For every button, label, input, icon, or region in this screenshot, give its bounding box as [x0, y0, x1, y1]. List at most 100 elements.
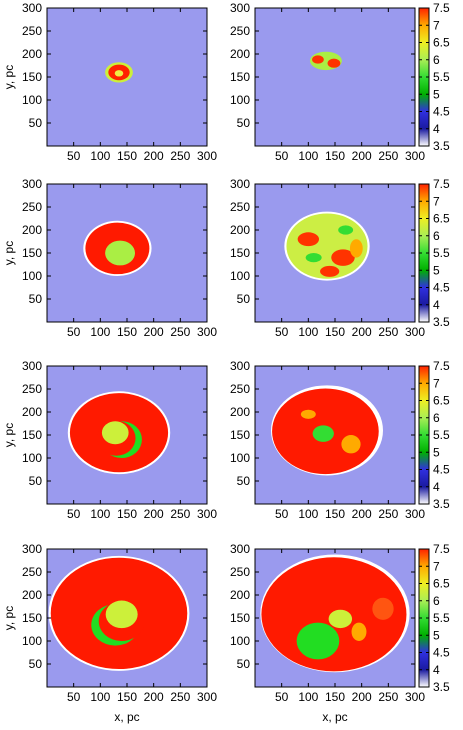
x-tick-label: 300 — [405, 325, 425, 339]
x-tick-label: 150 — [117, 325, 137, 339]
x-tick-label: 150 — [117, 690, 137, 704]
x-tick-label: 100 — [90, 507, 110, 521]
colorbar-tick-label: 4 — [433, 122, 440, 136]
y-tick-label: 250 — [22, 200, 42, 214]
y-tick-label: 300 — [230, 542, 250, 556]
y-axis-label: y, pc — [2, 423, 16, 447]
panel-2-0: 50 100 150 200 250 300 50 100 150 200 250 300 — [22, 359, 217, 521]
density-blob — [312, 55, 324, 64]
x-tick-label: 300 — [405, 507, 425, 521]
y-tick-label: 300 — [230, 1, 250, 15]
x-tick-label: 200 — [352, 325, 372, 339]
y-tick-label: 100 — [230, 451, 250, 465]
x-tick-label: 200 — [144, 507, 164, 521]
y-tick-label: 200 — [230, 405, 250, 419]
x-tick-label: 150 — [325, 149, 345, 163]
x-tick-label: 150 — [325, 690, 345, 704]
density-blob — [320, 265, 340, 277]
y-tick-label: 300 — [22, 359, 42, 373]
colorbar-tick-label: 6 — [433, 53, 440, 67]
y-tick-label: 300 — [230, 177, 250, 191]
colorbar-tick-label: 5 — [433, 628, 440, 642]
y-tick-label: 50 — [29, 657, 43, 671]
y-tick-label: 50 — [29, 292, 43, 306]
y-tick-label: 300 — [230, 359, 250, 373]
colorbar-tick-label: 6 — [433, 229, 440, 243]
colorbar-tick-label: 5 — [433, 87, 440, 101]
density-blob — [328, 609, 353, 629]
panel-1-1: 50 100 150 200 250 300 50 100 150 200 250 300 7.5 7 6.… — [230, 177, 450, 339]
y-tick-label: 200 — [22, 588, 42, 602]
x-tick-label: 250 — [378, 325, 398, 339]
y-axis-label: y, pc — [2, 65, 16, 89]
y-tick-label: 200 — [230, 47, 250, 61]
y-tick-label: 200 — [22, 223, 42, 237]
colorbar-tick-label: 4.5 — [433, 646, 450, 660]
y-tick-label: 200 — [230, 588, 250, 602]
x-tick-label: 50 — [275, 325, 289, 339]
density-blob — [300, 409, 316, 419]
colorbar-tick-label: 3.5 — [433, 497, 450, 511]
panel-3-1: 50 100 150 200 250 300 50 100 150 200 250 300 7.5 7 6.… — [230, 542, 450, 704]
y-tick-label: 150 — [22, 611, 42, 625]
colorbar-tick-label: 7.5 — [433, 542, 450, 556]
y-tick-label: 250 — [230, 24, 250, 38]
density-blob — [372, 597, 394, 620]
x-tick-label: 200 — [352, 507, 372, 521]
colorbar-tick-label: 4.5 — [433, 281, 450, 295]
colorbar-tick-label: 5 — [433, 263, 440, 277]
x-tick-label: 100 — [298, 149, 318, 163]
x-tick-label: 50 — [275, 507, 289, 521]
colorbar-tick-label: 4.5 — [433, 105, 450, 119]
y-tick-label: 150 — [22, 428, 42, 442]
y-tick-label: 100 — [230, 634, 250, 648]
x-tick-label: 100 — [298, 325, 318, 339]
colorbar-tick-label: 7 — [433, 559, 440, 573]
colorbar: 7.5 7 6.5 6 5.5 5 4.5 4 3.5 — [418, 1, 450, 153]
y-tick-label: 100 — [22, 269, 42, 283]
colorbar-tick-label: 3.5 — [433, 680, 450, 694]
colorbar: 7.5 7 6.5 6 5.5 5 4.5 4 3.5 — [418, 542, 450, 694]
y-axis-label: y, pc — [2, 606, 16, 630]
colorbar-tick-label: 7 — [433, 194, 440, 208]
colorbar-tick-label: 5.5 — [433, 611, 450, 625]
y-tick-label: 200 — [22, 47, 42, 61]
y-tick-label: 50 — [29, 474, 43, 488]
x-tick-label: 100 — [90, 149, 110, 163]
y-tick-label: 50 — [237, 116, 251, 130]
density-blob — [296, 622, 340, 660]
x-tick-label: 150 — [117, 507, 137, 521]
colorbar-tick-label: 5.5 — [433, 246, 450, 260]
y-tick-label: 300 — [22, 1, 42, 15]
x-tick-label: 50 — [275, 690, 289, 704]
colorbar: 7.5 7 6.5 6 5.5 5 4.5 4 3.5 — [418, 177, 450, 329]
x-tick-label: 50 — [67, 507, 81, 521]
y-tick-label: 150 — [230, 70, 250, 84]
colorbar-tick-label: 7.5 — [433, 1, 450, 15]
x-tick-label: 100 — [90, 690, 110, 704]
x-axis-label: x, pc — [114, 710, 139, 724]
colorbar-tick-label: 6.5 — [433, 212, 450, 226]
density-blob — [351, 622, 367, 641]
colorbar-tick-label: 7 — [433, 18, 440, 32]
y-tick-label: 150 — [230, 246, 250, 260]
density-blob — [105, 240, 135, 266]
y-tick-label: 100 — [230, 269, 250, 283]
y-tick-label: 200 — [22, 405, 42, 419]
x-tick-label: 300 — [197, 149, 217, 163]
panel-3-0: 50 100 150 200 250 300 50 100 150 200 250 300 — [22, 542, 217, 704]
x-tick-label: 50 — [67, 690, 81, 704]
y-tick-label: 100 — [22, 451, 42, 465]
y-tick-label: 250 — [22, 382, 42, 396]
x-tick-label: 200 — [144, 149, 164, 163]
colorbar-tick-label: 4 — [433, 480, 440, 494]
colorbar-tick-label: 6.5 — [433, 394, 450, 408]
x-tick-label: 100 — [298, 690, 318, 704]
y-tick-label: 250 — [230, 565, 250, 579]
x-tick-label: 50 — [67, 325, 81, 339]
colorbar-tick-label: 4.5 — [433, 463, 450, 477]
colorbar-tick-label: 7 — [433, 376, 440, 390]
x-tick-label: 250 — [378, 507, 398, 521]
x-tick-label: 50 — [275, 149, 289, 163]
